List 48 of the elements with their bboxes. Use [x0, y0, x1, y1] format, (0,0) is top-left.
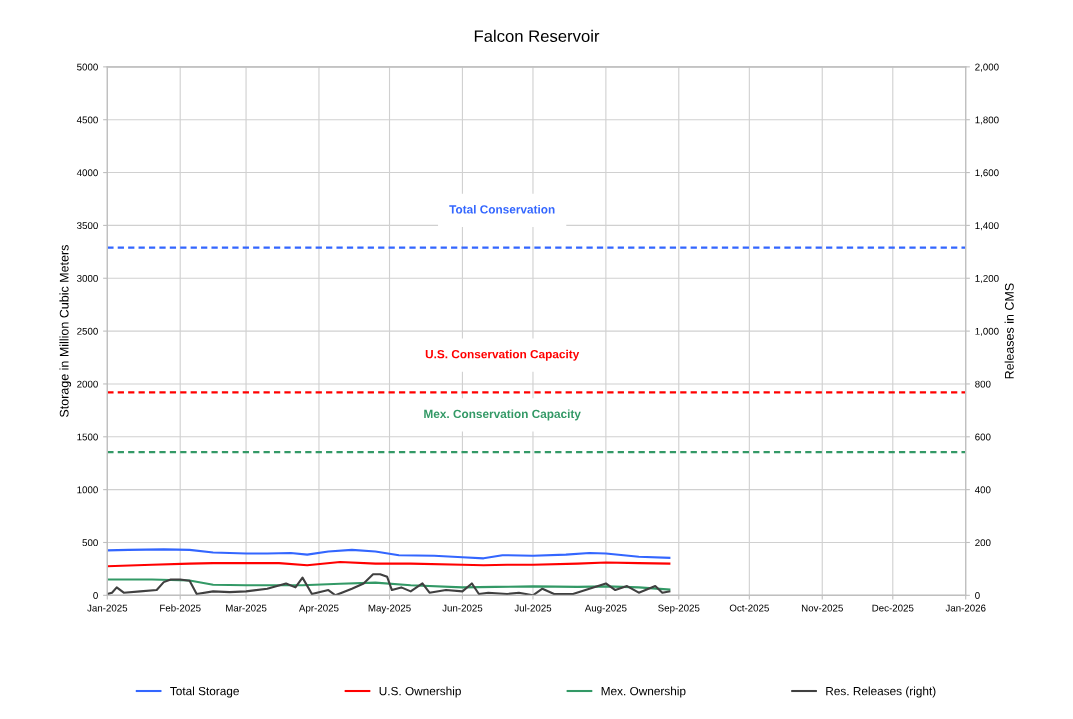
ref-line-label: Mex. Conservation Capacity [424, 409, 581, 421]
y2-tick-label: 1,200 [975, 274, 999, 284]
legend-label: U.S. Ownership [379, 686, 461, 698]
x-tick-label: Jan-2025 [87, 604, 128, 612]
x-tick-label: Apr-2025 [298, 604, 339, 614]
y2-tick-label: 1,000 [975, 327, 999, 336]
y-tick-label: 2000 [77, 380, 98, 388]
x-tick-label: Aug-2025 [584, 604, 627, 614]
line-series [107, 573, 671, 596]
y-tick-label: 5000 [77, 63, 98, 71]
x-tick-label: Nov-2025 [801, 604, 843, 612]
y2-tick-label: 1,800 [975, 116, 999, 125]
ref-line-label: U.S. Conservation Capacity [425, 349, 580, 361]
x-tick-label: Jun-2025 [442, 604, 483, 612]
y-tick-label: 1000 [77, 486, 98, 494]
x-tick-label: Mar-2025 [226, 604, 267, 612]
y2-tick-label: 2,000 [975, 63, 999, 72]
legend-label: Res. Releases (right) [826, 686, 936, 698]
y2-tick-label: 0 [975, 592, 980, 599]
x-tick-label: Jan-2026 [945, 604, 986, 612]
y2-tick-label: 600 [975, 433, 991, 441]
y-tick-label: 4500 [76, 116, 98, 124]
y2-axis-title: Releases in CMS [1004, 283, 1014, 379]
legend-label: Total Storage [170, 686, 239, 698]
chart-title: Falcon Reservoir [474, 29, 600, 43]
y-tick-label: 3500 [77, 222, 98, 230]
y-tick-label: 0 [93, 592, 98, 599]
line-series [107, 578, 671, 591]
y-tick-label: 500 [82, 539, 98, 547]
ref-line-label: Total Conservation [449, 204, 555, 214]
y2-tick-label: 1,400 [975, 222, 999, 231]
x-tick-label: Oct-2025 [729, 604, 769, 612]
line-series [107, 548, 671, 560]
y2-tick-label: 800 [975, 380, 991, 388]
legend-label: Mex. Ownership [601, 686, 686, 698]
x-tick-label: May-2025 [368, 604, 411, 614]
y2-tick-label: 400 [974, 486, 991, 494]
y-tick-label: 4000 [76, 169, 98, 177]
x-tick-label: Sep-2025 [658, 604, 700, 614]
y-axis-title: Storage in Million Cubic Meters [59, 245, 72, 418]
y-tick-label: 3000 [77, 274, 98, 282]
x-tick-label: Jul-2025 [514, 604, 552, 612]
y2-tick-label: 1,600 [975, 169, 999, 178]
x-tick-label: Dec-2025 [872, 604, 914, 612]
y2-tick-label: 200 [975, 539, 991, 547]
x-tick-label: Feb-2025 [160, 604, 201, 612]
y-tick-label: 1500 [77, 433, 98, 441]
y-tick-label: 2500 [77, 327, 98, 335]
